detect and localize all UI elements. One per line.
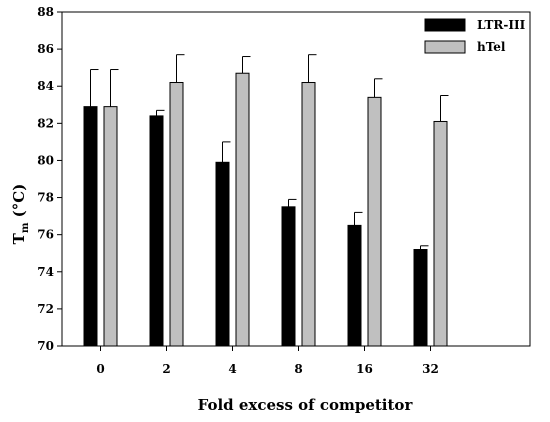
legend-swatch-htel <box>424 40 466 54</box>
bars <box>83 72 448 347</box>
y-tick-label: 70 <box>37 339 54 353</box>
y-tick-label: 76 <box>37 228 54 242</box>
y-tick-label: 84 <box>37 79 54 93</box>
legend-swatch-ltr-iii <box>424 18 466 32</box>
bar-htel-32 <box>433 120 448 347</box>
bar-ltr-iii-0 <box>83 106 98 347</box>
y-tick-label: 74 <box>37 265 54 279</box>
y-tick-label: 80 <box>37 153 54 167</box>
x-tick-label: 0 <box>96 362 104 376</box>
y-tick-label: 78 <box>37 191 54 205</box>
legend-label-htel: hTel <box>477 40 506 54</box>
bar-ltr-iii-8 <box>281 206 296 347</box>
y-axis-title-main: T <box>10 232 28 244</box>
x-tick-label: 32 <box>422 362 439 376</box>
bar-ltr-iii-32 <box>413 249 428 347</box>
y-tick-label: 86 <box>37 42 54 56</box>
y-tick-label: 82 <box>37 116 54 130</box>
error-bars <box>90 54 449 250</box>
y-axis-title: Tm (°C) <box>10 184 31 245</box>
bar-ltr-iii-4 <box>215 161 230 347</box>
x-tick-label: 2 <box>162 362 170 376</box>
y-tick-label: 72 <box>37 302 54 316</box>
plot-frame <box>61 11 531 347</box>
x-tick-label: 4 <box>228 362 236 376</box>
legend: LTR-III hTel <box>424 18 526 54</box>
y-axis-title-unit: (°C) <box>10 184 28 223</box>
y-tick-label: 88 <box>37 5 54 19</box>
bar-htel-16 <box>367 96 382 347</box>
x-axis-title: Fold excess of competitor <box>198 396 414 414</box>
axes: 70 72 74 76 78 80 82 84 86 88 0 2 4 8 16 32 <box>37 5 531 376</box>
y-axis-title-sub: m <box>20 222 31 233</box>
legend-label-ltr-iii: LTR-III <box>477 18 526 32</box>
bar-ltr-iii-2 <box>149 115 164 347</box>
bar-htel-4 <box>235 72 250 347</box>
bar-htel-0 <box>103 106 118 347</box>
bar-htel-2 <box>169 82 184 347</box>
bar-ltr-iii-16 <box>347 224 362 347</box>
bar-htel-8 <box>301 82 316 347</box>
x-tick-label: 16 <box>356 362 373 376</box>
x-tick-label: 8 <box>294 362 302 376</box>
